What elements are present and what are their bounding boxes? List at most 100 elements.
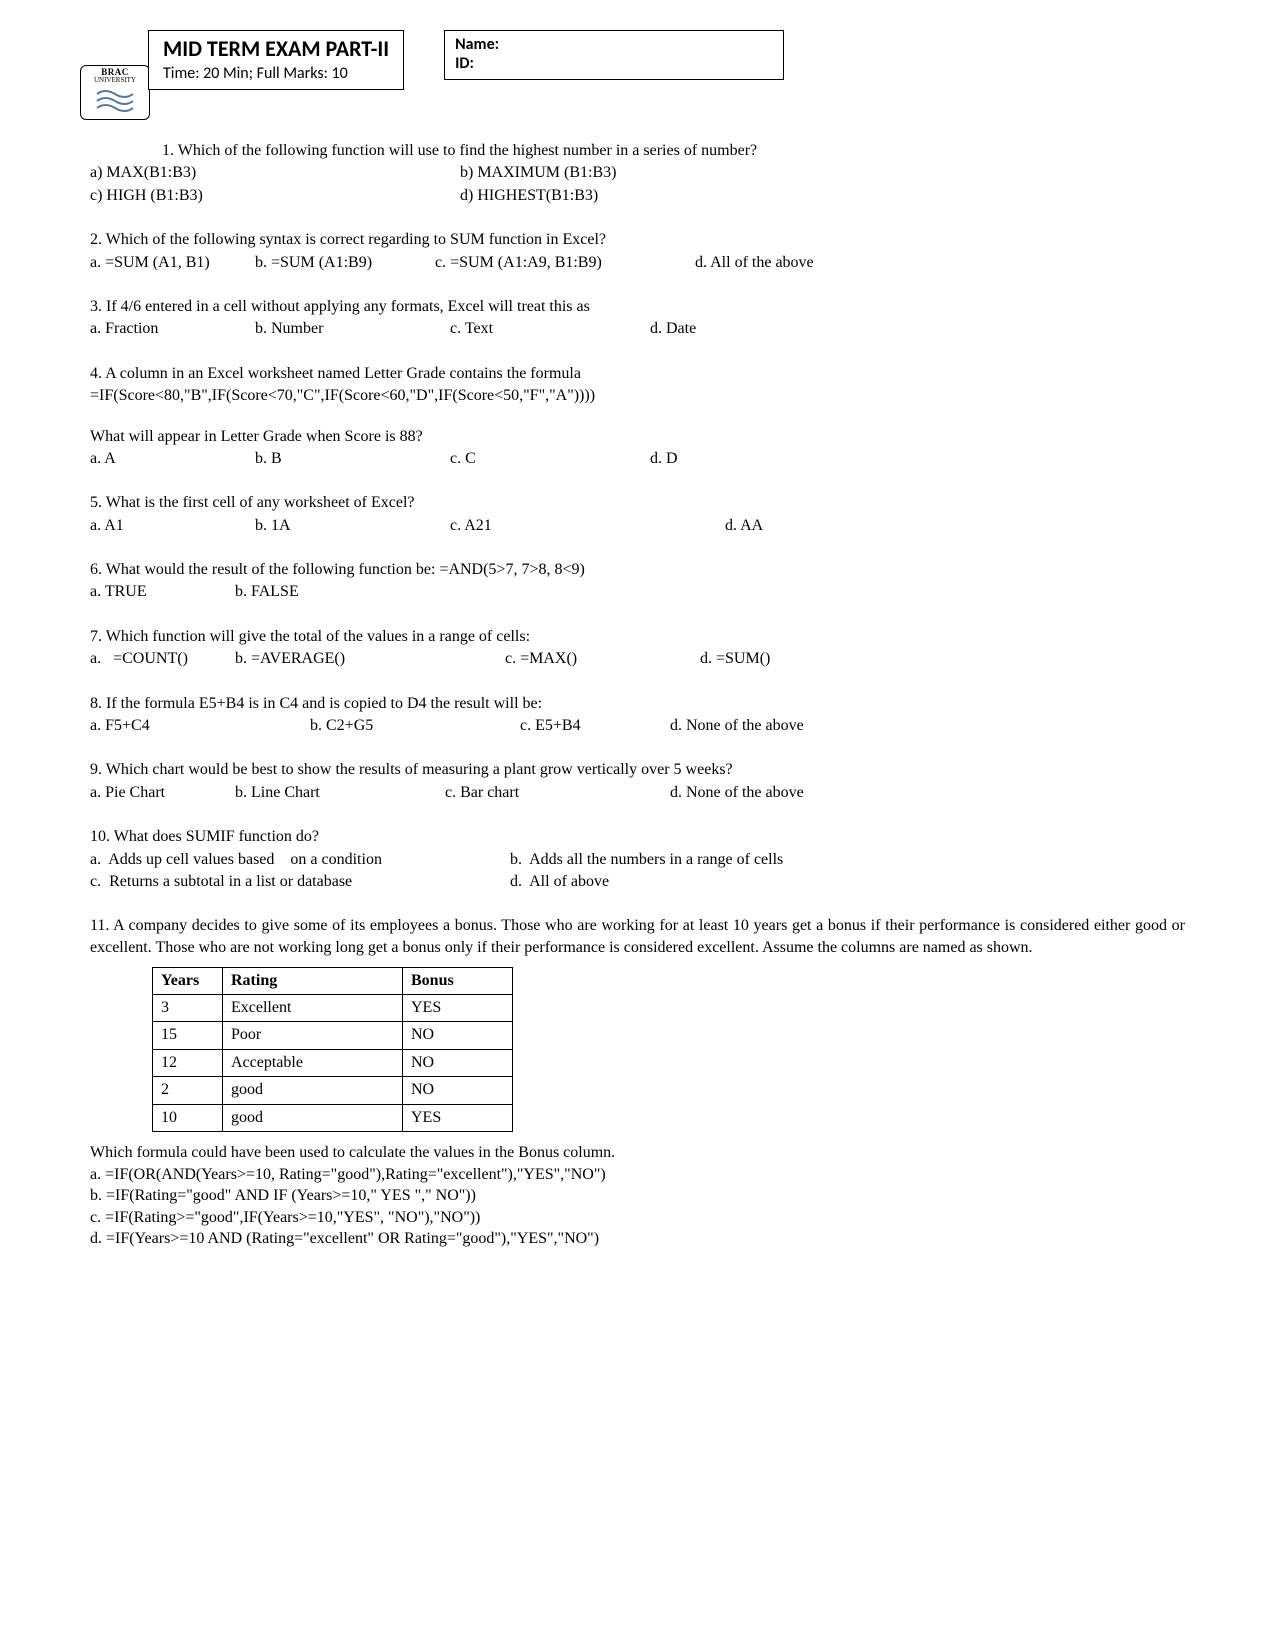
q10-opt-a: a. Adds up cell values based on a condit… <box>90 849 510 871</box>
q7-opt-d: d. =SUM() <box>700 648 770 670</box>
table-row: 2 good NO <box>153 1077 513 1104</box>
q3-opt-a: a. Fraction <box>90 318 255 340</box>
q5-text: 5. What is the first cell of any workshe… <box>90 492 1185 514</box>
q1-text: 1. Which of the following function will … <box>90 140 1185 162</box>
q11-text: 11. A company decides to give some of it… <box>90 915 1185 958</box>
logo-wave-icon <box>95 86 135 116</box>
q3-opt-b: b. Number <box>255 318 450 340</box>
table-row: 12 Acceptable NO <box>153 1049 513 1076</box>
q11-opt-b: b. =IF(Rating="good" AND IF (Years>=10,"… <box>90 1185 1185 1207</box>
student-info-box: Name: ID: <box>444 30 784 80</box>
question-7: 7. Which function will give the total of… <box>90 626 1185 671</box>
cell: NO <box>403 1049 513 1076</box>
q5-opt-b: b. 1A <box>255 515 450 537</box>
exam-subtitle: Time: 20 Min; Full Marks: 10 <box>163 64 389 83</box>
q3-opt-c: c. Text <box>450 318 650 340</box>
table-row: 10 good YES <box>153 1104 513 1131</box>
q8-opt-d: d. None of the above <box>670 715 804 737</box>
q10-opt-c: c. Returns a subtotal in a list or datab… <box>90 871 510 893</box>
q6-text: 6. What would the result of the followin… <box>90 559 1185 581</box>
cell: Acceptable <box>223 1049 403 1076</box>
header: BRAC UNIVERSITY MID TERM EXAM PART-II Ti… <box>90 30 1185 90</box>
cell: 3 <box>153 994 223 1021</box>
q7-opt-c: c. =MAX() <box>505 648 700 670</box>
q9-text: 9. Which chart would be best to show the… <box>90 759 1185 781</box>
table-header-row: Years Rating Bonus <box>153 967 513 994</box>
q7-opt-b: b. =AVERAGE() <box>235 648 505 670</box>
name-label: Name: <box>455 35 773 54</box>
q4-opt-c: c. C <box>450 448 650 470</box>
q5-opt-c: c. A21 <box>450 515 725 537</box>
q11-opt-d: d. =IF(Years>=10 AND (Rating="excellent"… <box>90 1228 1185 1250</box>
q3-text: 3. If 4/6 entered in a cell without appl… <box>90 296 1185 318</box>
question-9: 9. Which chart would be best to show the… <box>90 759 1185 804</box>
q8-opt-c: c. E5+B4 <box>520 715 670 737</box>
q10-text: 10. What does SUMIF function do? <box>90 826 1185 848</box>
question-5: 5. What is the first cell of any workshe… <box>90 492 1185 537</box>
q2-text: 2. Which of the following syntax is corr… <box>90 229 1185 251</box>
question-3: 3. If 4/6 entered in a cell without appl… <box>90 296 1185 341</box>
q7-text: 7. Which function will give the total of… <box>90 626 1185 648</box>
exam-title: MID TERM EXAM PART-II <box>163 35 389 62</box>
q11-opt-a: a. =IF(OR(AND(Years>=10, Rating="good"),… <box>90 1164 1185 1186</box>
cell: NO <box>403 1077 513 1104</box>
table-body: 3 Excellent YES 15 Poor NO 12 Acceptable… <box>153 994 513 1131</box>
q8-opt-a: a. F5+C4 <box>90 715 310 737</box>
q8-opt-b: b. C2+G5 <box>310 715 520 737</box>
q2-opt-d: d. All of the above <box>695 252 814 274</box>
q1-opt-a: a) MAX(B1:B3) <box>90 162 460 184</box>
q4-line2: =IF(Score<80,"B",IF(Score<70,"C",IF(Scor… <box>90 385 1185 407</box>
question-1: 1. Which of the following function will … <box>90 140 1185 207</box>
q7-opt-a: a. =COUNT() <box>90 648 235 670</box>
q9-opt-d: d. None of the above <box>670 782 804 804</box>
id-label: ID: <box>455 54 773 73</box>
question-8: 8. If the formula E5+B4 is in C4 and is … <box>90 693 1185 738</box>
q1-opt-d: d) HIGHEST(B1:B3) <box>460 185 598 207</box>
bonus-table: Years Rating Bonus 3 Excellent YES 15 Po… <box>152 967 513 1132</box>
q9-opt-b: b. Line Chart <box>235 782 445 804</box>
q5-opt-a: a. A1 <box>90 515 255 537</box>
q6-opt-a: a. TRUE <box>90 581 235 603</box>
cell: NO <box>403 1022 513 1049</box>
question-11: 11. A company decides to give some of it… <box>90 915 1185 1250</box>
q4-question: What will appear in Letter Grade when Sc… <box>90 426 1185 448</box>
th-years: Years <box>153 967 223 994</box>
q11-opt-c: c. =IF(Rating>="good",IF(Years>=10,"YES"… <box>90 1207 1185 1229</box>
q4-line1: 4. A column in an Excel worksheet named … <box>90 363 1185 385</box>
question-10: 10. What does SUMIF function do? a. Adds… <box>90 826 1185 893</box>
logo-sub: UNIVERSITY <box>94 77 136 84</box>
q4-opt-b: b. B <box>255 448 450 470</box>
cell: good <box>223 1104 403 1131</box>
q10-opt-b: b. Adds all the numbers in a range of ce… <box>510 849 783 871</box>
table-row: 3 Excellent YES <box>153 994 513 1021</box>
q9-opt-c: c. Bar chart <box>445 782 670 804</box>
exam-title-box: MID TERM EXAM PART-II Time: 20 Min; Full… <box>148 30 404 90</box>
q9-opt-a: a. Pie Chart <box>90 782 235 804</box>
cell: 15 <box>153 1022 223 1049</box>
q2-opt-a: a. =SUM (A1, B1) <box>90 252 255 274</box>
th-bonus: Bonus <box>403 967 513 994</box>
cell: 10 <box>153 1104 223 1131</box>
q2-opt-c: c. =SUM (A1:A9, B1:B9) <box>435 252 695 274</box>
questions-container: 1. Which of the following function will … <box>90 140 1185 1250</box>
question-6: 6. What would the result of the followin… <box>90 559 1185 604</box>
question-2: 2. Which of the following syntax is corr… <box>90 229 1185 274</box>
q2-opt-b: b. =SUM (A1:B9) <box>255 252 435 274</box>
cell: YES <box>403 994 513 1021</box>
q8-text: 8. If the formula E5+B4 is in C4 and is … <box>90 693 1185 715</box>
question-4: 4. A column in an Excel worksheet named … <box>90 363 1185 471</box>
q11-after: Which formula could have been used to ca… <box>90 1142 1185 1164</box>
q6-opt-b: b. FALSE <box>235 581 299 603</box>
cell: Poor <box>223 1022 403 1049</box>
cell: YES <box>403 1104 513 1131</box>
q10-opt-d: d. All of above <box>510 871 609 893</box>
university-logo: BRAC UNIVERSITY <box>80 65 150 120</box>
q4-opt-a: a. A <box>90 448 255 470</box>
cell: 12 <box>153 1049 223 1076</box>
q4-opt-d: d. D <box>650 448 678 470</box>
q1-opt-b: b) MAXIMUM (B1:B3) <box>460 162 616 184</box>
q5-opt-d: d. AA <box>725 515 763 537</box>
cell: 2 <box>153 1077 223 1104</box>
cell: Excellent <box>223 994 403 1021</box>
cell: good <box>223 1077 403 1104</box>
